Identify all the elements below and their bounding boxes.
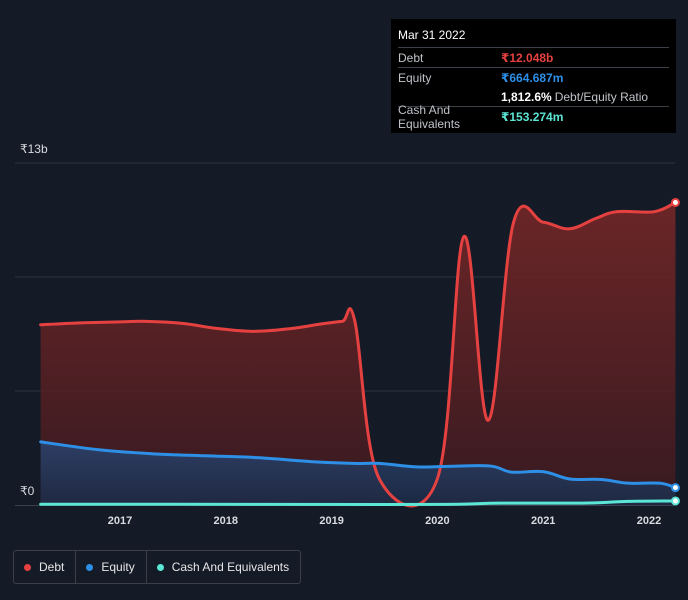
tooltip-row-debt: Debt ₹12.048b <box>398 47 669 67</box>
series-endpoints <box>670 197 680 506</box>
equity-line <box>39 440 677 490</box>
series-lines <box>39 200 677 508</box>
tooltip-ratio-label: Debt/Equity Ratio <box>554 89 649 104</box>
tooltip-cash-label: Cash And Equivalents <box>398 102 461 131</box>
x-tick-label: 2019 <box>319 515 343 527</box>
x-tick-label: 2017 <box>108 515 132 527</box>
legend-cash-label: Cash And Equivalents <box>171 560 290 574</box>
legend-equity-label: Equity <box>101 560 135 574</box>
chart-tooltip: Mar 31 2022 Debt ₹12.048b Equity ₹664.68… <box>391 19 676 133</box>
x-tick-label: 2022 <box>637 515 661 527</box>
x-tick-label: 2021 <box>531 515 555 527</box>
cash-line <box>39 499 677 506</box>
equity-area <box>40 441 676 505</box>
x-axis: 2017 2018 2019 2020 2021 2022 <box>108 515 661 527</box>
y-tick-label: ₹13b <box>20 142 48 156</box>
legend-item-equity[interactable]: Equity <box>76 551 147 583</box>
tooltip-row-equity: Equity ₹664.687m <box>398 67 669 87</box>
debt-dot-icon <box>24 563 31 571</box>
tooltip-debt-value: ₹12.048b <box>501 50 554 65</box>
chart-legend: Debt Equity Cash And Equivalents <box>13 550 302 584</box>
tooltip-ratio-value: 1,812.6% <box>501 89 552 104</box>
x-tick-label: 2020 <box>425 515 449 527</box>
y-axis: ₹13b ₹0 <box>20 142 48 498</box>
legend-debt-label: Debt <box>39 560 65 574</box>
cash-dot-icon <box>156 563 164 571</box>
legend-item-debt[interactable]: Debt <box>14 551 77 583</box>
tooltip-equity-value: ₹664.687m <box>501 70 564 85</box>
legend-item-cash[interactable]: Cash And Equivalents <box>147 551 300 583</box>
equity-endpoint <box>670 483 680 493</box>
y-tick-label: ₹0 <box>20 484 35 498</box>
tooltip-date: Mar 31 2022 <box>398 28 466 42</box>
tooltip-equity-label: Equity <box>398 70 432 85</box>
tooltip-cash-value: ₹153.274m <box>501 109 564 124</box>
tooltip-row-ratio: 1,812.6% Debt/Equity Ratio <box>398 87 669 106</box>
debt-endpoint <box>670 197 680 207</box>
x-tick-label: 2018 <box>214 515 238 527</box>
cash-endpoint <box>670 496 680 506</box>
tooltip-row-cash: Cash And Equivalents ₹153.274m <box>398 103 669 131</box>
tooltip-debt-label: Debt <box>398 50 424 65</box>
equity-dot-icon <box>86 563 94 571</box>
